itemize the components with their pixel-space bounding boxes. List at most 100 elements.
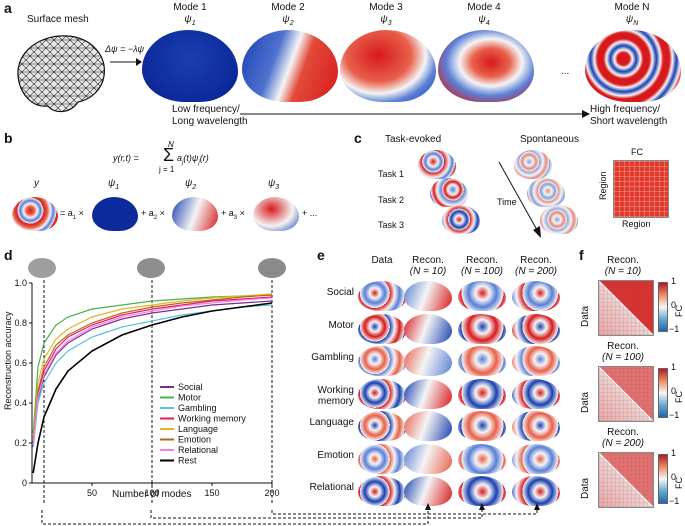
mode-1-title: Mode 1 ψ1	[173, 2, 207, 27]
panel-b-label: b	[4, 130, 13, 146]
legend-label-1: Motor	[178, 393, 201, 403]
brain-map-r1-c1	[404, 313, 452, 344]
frequency-arrow	[240, 110, 590, 118]
fc-colorbar-tick-cbar_mid: 0	[671, 300, 677, 310]
task-3-label: Task 3	[378, 220, 405, 230]
spont-brain-1	[514, 150, 552, 179]
series-line-0	[32, 300, 273, 448]
series-line-3	[32, 296, 273, 444]
term-a2: + a2 ×	[141, 208, 165, 221]
surface-mesh-brain	[17, 35, 105, 113]
brain-map-r6-c3	[512, 476, 560, 506]
panel-f-blocks: Recon. (N = 10) Data 1 0 −1 FC Recon. (N = 100) D…	[578, 255, 685, 523]
spont-brain-3	[540, 205, 578, 234]
mode-3-title: Mode 3 ψ3	[369, 2, 403, 27]
brain-map-r3-c2	[458, 378, 506, 409]
spontaneous-label: Spontaneous	[520, 134, 579, 145]
y-tick-label: 0	[22, 478, 27, 488]
col-header-2: Recon. (N = 100)	[461, 255, 503, 277]
col-header-1: Recon. (N = 10)	[409, 255, 447, 277]
y-label: y	[34, 178, 39, 189]
series-line-6	[32, 297, 273, 446]
modes-ellipsis: ...	[561, 66, 570, 77]
mode-4-title: Mode 4 ψ4	[467, 2, 501, 27]
legend-label-0: Social	[178, 382, 203, 392]
psi3-brain	[253, 197, 299, 231]
y-tick-label: 0.2	[14, 438, 27, 448]
fc-matrix-1	[598, 366, 654, 422]
brain-map-r2-c1	[404, 346, 452, 376]
brain-map-r3-c1	[404, 378, 452, 409]
fc-colorbar-tick-cbar_top: 1	[671, 362, 677, 372]
panel-c-label: c	[354, 130, 362, 146]
task-1-label: Task 1	[378, 169, 405, 179]
series-line-5	[32, 294, 273, 444]
fc-region-y: Region	[598, 171, 608, 200]
brain-map-r4-c2	[458, 411, 506, 441]
chart-ylabel: Reconstruction accuracy	[3, 311, 13, 410]
row-label-2: Gambling	[311, 352, 354, 363]
fc-block-header-1: Recon. (N = 100)	[602, 341, 644, 363]
brain-map-r3-c0	[358, 378, 406, 409]
fc-colorbar-tick-cbar_mid: 0	[671, 386, 677, 396]
row-label-1: Motor	[328, 319, 354, 331]
brain-map-r0-c2	[458, 281, 506, 311]
brain-map-r5-c3	[512, 443, 560, 474]
psi2-brain	[172, 197, 218, 231]
series-line-4	[32, 293, 273, 440]
panel-a-label: a	[4, 0, 12, 16]
brain-map-r1-c2	[458, 313, 506, 344]
fc-colorbar-tick-cbar_bot: −1	[669, 324, 680, 334]
fc-colorbar-label-2: FC	[674, 477, 684, 489]
legend-label-4: Language	[178, 424, 218, 434]
brain-map-r2-c2	[458, 346, 506, 376]
brain-map-r5-c1	[404, 443, 452, 474]
fc-colorbar-label-1: FC	[674, 391, 684, 403]
fc-colorbar-2	[658, 454, 668, 504]
panel-d-label: d	[4, 247, 13, 263]
series-line-1	[32, 294, 273, 434]
mode-3-brain	[340, 30, 436, 102]
series-line-2	[32, 304, 273, 448]
brain-map-r4-c0	[358, 411, 406, 441]
fc-data-label-0: Data	[580, 305, 591, 327]
y-brain	[12, 197, 58, 231]
spont-brain-2	[527, 178, 565, 207]
y-tick-label: 0.6	[14, 358, 27, 368]
surface-mesh-label: Surface mesh	[27, 14, 89, 25]
fc-block-header-2: Recon. (N = 200)	[602, 427, 644, 449]
term-dots: + ...	[302, 208, 318, 218]
fc-data-label-1: Data	[580, 391, 591, 413]
arrow-icon	[110, 58, 142, 66]
y-tick-label: 1.0	[14, 278, 27, 288]
panel-f-label: f	[579, 247, 584, 263]
panel-e-label: e	[317, 247, 325, 263]
legend-label-6: Relational	[178, 445, 218, 455]
row-label-6: Relational	[309, 482, 354, 493]
fc-colorbar-1	[658, 368, 668, 418]
time-arrow	[498, 161, 541, 238]
col-header-0: Data	[371, 255, 393, 266]
legend-label-2: Gambling	[178, 403, 217, 413]
fc-matrix	[613, 160, 669, 218]
brain-map-r4-c3	[512, 411, 560, 441]
fc-colorbar-label-0: FC	[674, 305, 684, 317]
term-a1: = a1 ×	[60, 208, 84, 221]
series-line-7	[32, 302, 273, 474]
mode-2-title: Mode 2 ψ2	[271, 2, 305, 27]
brain-icon-n200	[258, 258, 286, 278]
fc-region-x: Region	[622, 219, 651, 229]
x-tick-label: 50	[87, 488, 97, 498]
brain-map-r0-c3	[512, 281, 560, 311]
x-tick-label: 150	[204, 488, 219, 498]
brain-map-r5-c0	[358, 443, 406, 474]
low-frequency-label: Low frequency/ Long wavelength	[172, 104, 248, 127]
fc-colorbar-tick-cbar_top: 1	[671, 276, 677, 286]
high-frequency-label: High frequency/ Short wavelength	[590, 104, 668, 127]
reconstruction-chart: 00.20.40.60.81.050 100 150 200SocialMotorGa…	[14, 258, 286, 505]
row-label-4: Language	[309, 417, 355, 428]
y-tick-label: 0.8	[14, 318, 27, 328]
fc-colorbar-tick-cbar_top: 1	[671, 448, 677, 458]
fc-matrix-0	[598, 280, 654, 336]
brain-icon-n10	[28, 258, 56, 278]
